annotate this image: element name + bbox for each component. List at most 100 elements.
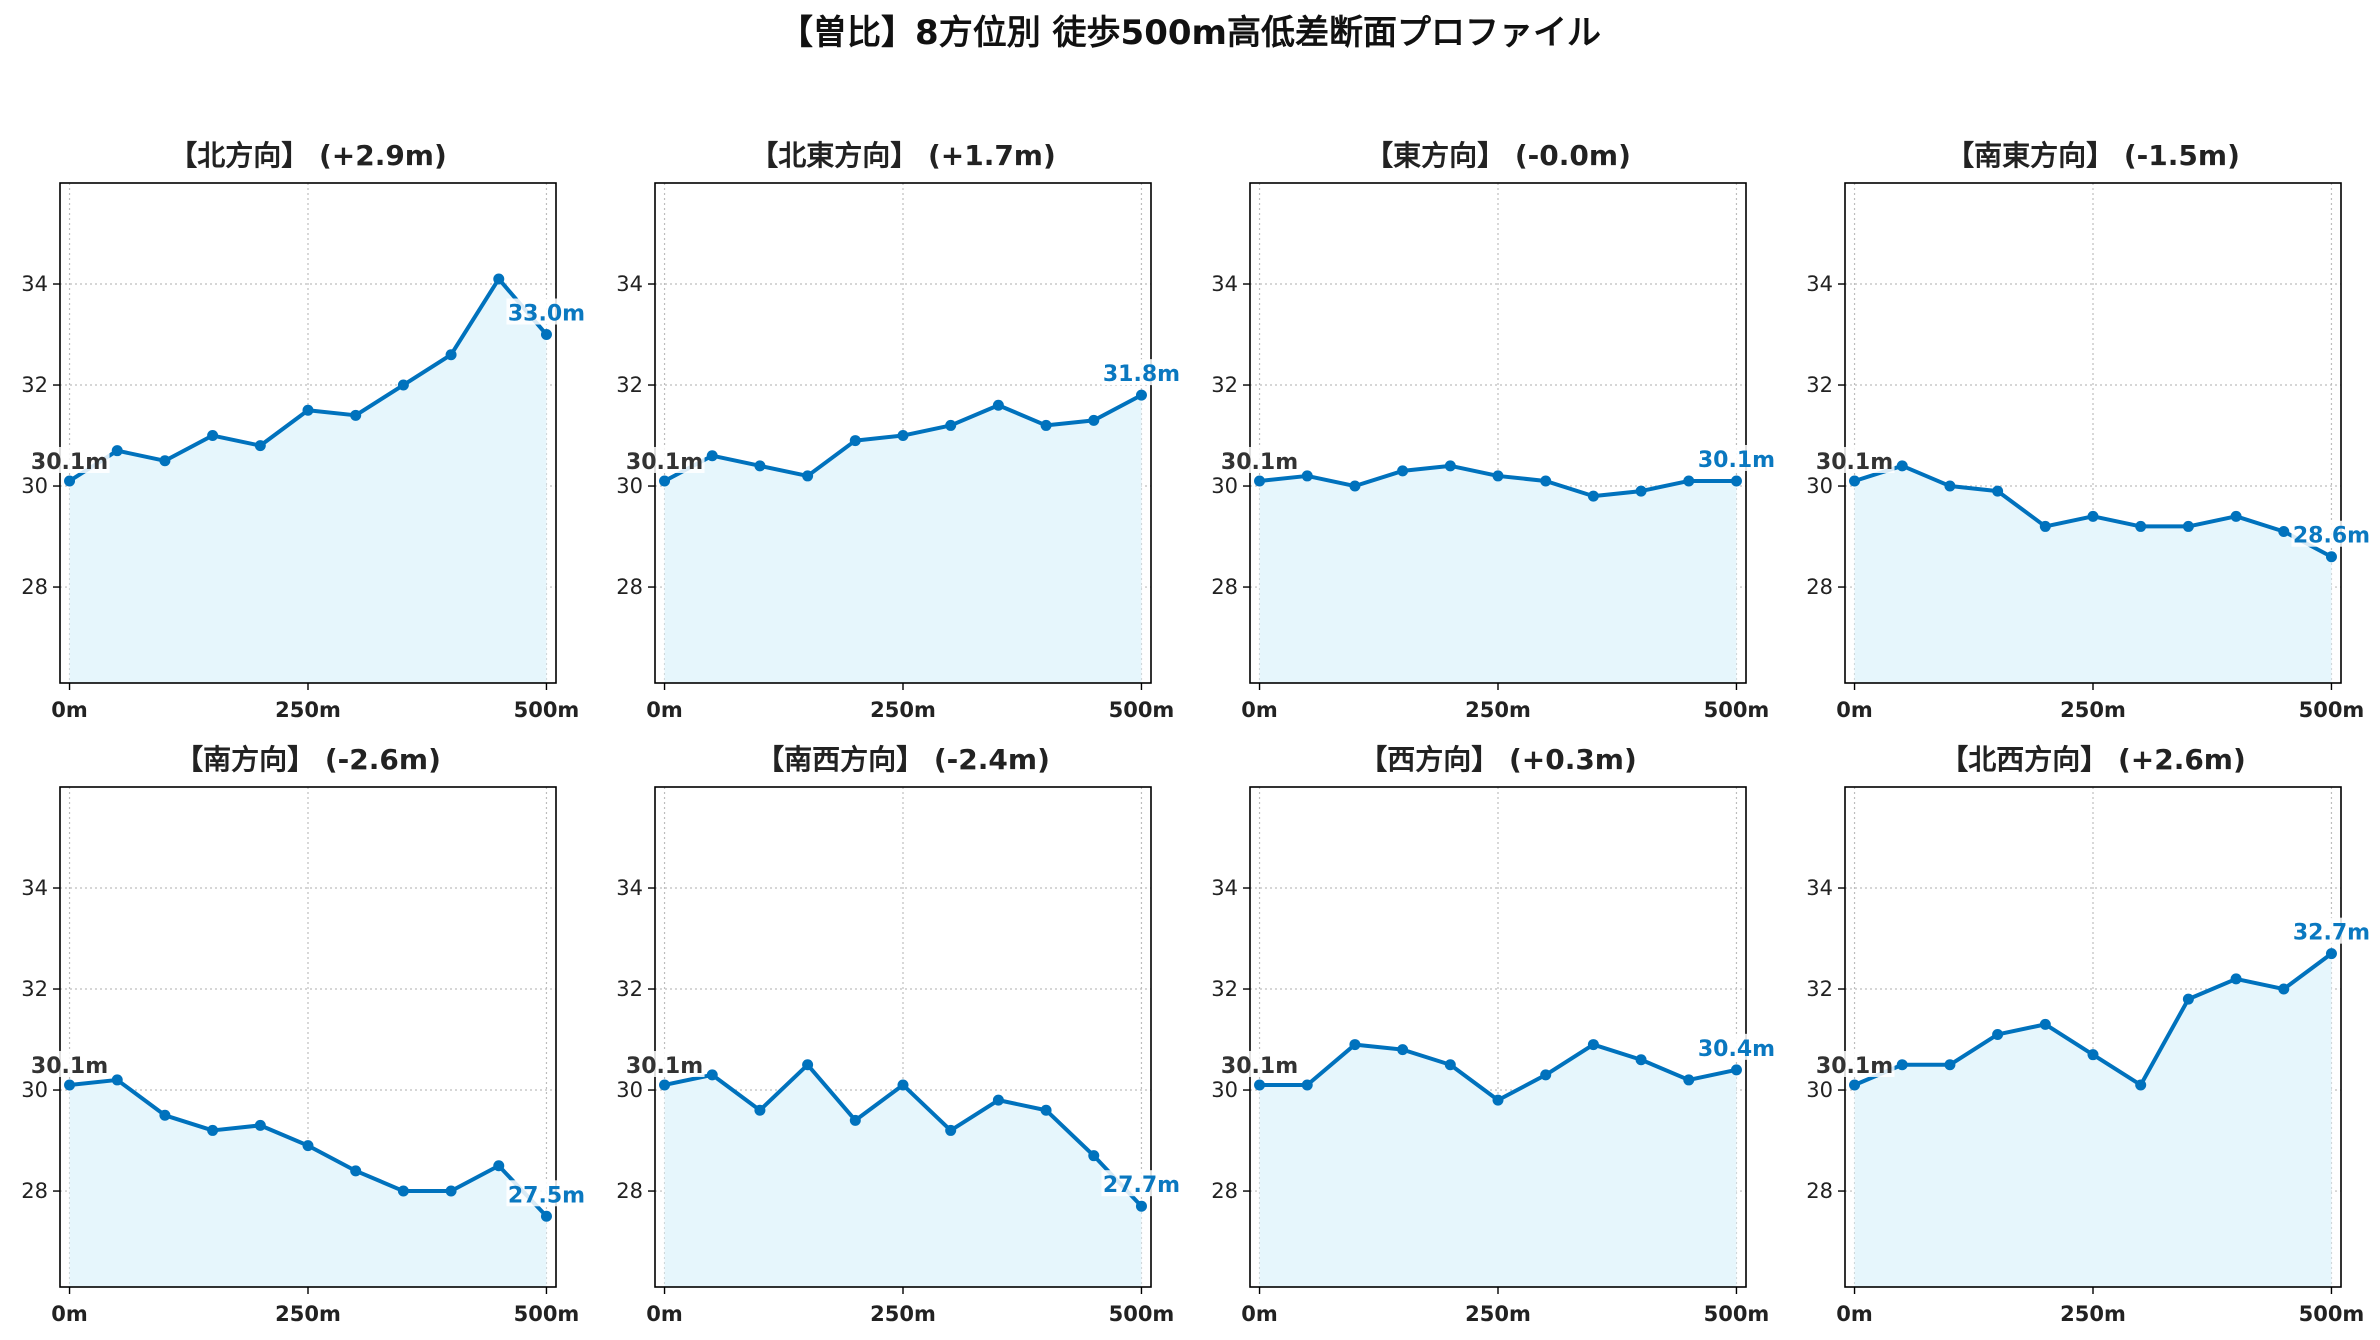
data-point [2325,948,2337,960]
start-label-bg [29,1050,110,1077]
data-point [159,1109,171,1121]
y-tick-label: 34 [21,876,48,900]
data-point [1040,1104,1052,1116]
data-point [2039,520,2051,532]
y-tick-label: 30 [1211,474,1238,498]
y-tick-label: 30 [1806,474,1833,498]
data-point [493,273,505,285]
y-tick-label: 30 [1806,1078,1833,1102]
chart-panel-1: 【北方向】 (+2.9m) 28 30 32 34 0m 250m 500m 30.1m 33.0… [21,139,587,722]
end-label-bg [2291,917,2372,944]
data-point [445,349,457,361]
data-point [493,1160,505,1172]
data-point [350,409,362,421]
data-point [397,1185,409,1197]
data-point [849,1114,861,1126]
data-point [945,1124,957,1136]
data-point [1492,470,1504,482]
y-tick-label: 28 [616,1179,643,1203]
y-tick-label: 28 [616,575,643,599]
chart-panel-5: 【南方向】 (-2.6m) 28 30 32 34 0m 250m 500m 30.1m 27.5… [21,743,587,1326]
area-fill [664,395,1142,683]
panel-title: 【南東方向】 (-1.5m) [1946,139,2240,172]
start-label-bg [624,1050,705,1077]
data-point [254,440,266,452]
y-tick-label: 32 [616,373,643,397]
panel-title: 【南方向】 (-2.6m) [175,743,441,776]
data-point [1587,490,1599,502]
x-tick-label: 250m [275,1302,341,1326]
end-label-bg [2291,520,2372,547]
data-point [754,460,766,472]
end-elevation-label: 30.1m [1698,448,1775,473]
data-point [445,1185,457,1197]
chart-panel-3: 【東方向】 (-0.0m) 28 30 32 34 0m 250m 500m 30.1m 30.1… [1211,139,1777,722]
start-elevation-label: 30.1m [626,450,703,475]
y-tick-label: 28 [1211,575,1238,599]
end-elevation-label: 27.5m [508,1183,585,1208]
y-tick-label: 32 [21,373,48,397]
data-point [945,419,957,431]
x-tick-label: 0m [1836,1302,1873,1326]
x-tick-label: 500m [2299,1302,2365,1326]
y-tick-label: 30 [21,474,48,498]
data-point [1992,485,2004,497]
y-tick-label: 28 [21,1179,48,1203]
data-point [159,455,171,467]
data-point [1635,485,1647,497]
x-tick-label: 500m [1109,1302,1175,1326]
end-elevation-label: 30.4m [1698,1037,1775,1062]
x-tick-label: 250m [870,698,936,722]
data-point [1540,1069,1552,1081]
y-tick-label: 34 [1211,876,1238,900]
data-point [254,1119,266,1131]
x-tick-label: 250m [1465,1302,1531,1326]
end-elevation-label: 33.0m [508,302,585,327]
y-tick-label: 32 [1806,373,1833,397]
data-point [1040,419,1052,431]
data-point [1992,1028,2004,1040]
data-point [2230,510,2242,522]
data-point [1635,1054,1647,1066]
data-point [1397,465,1409,477]
area-fill [1259,1044,1737,1287]
data-point [64,1079,76,1091]
chart-panel-6: 【南西方向】 (-2.4m) 28 30 32 34 0m 250m 500m 30.1m 27.… [616,743,1182,1326]
start-label-bg [624,446,705,473]
data-point [350,1165,362,1177]
data-point [1540,475,1552,487]
data-point [1730,475,1742,487]
data-point [1944,480,1956,492]
y-tick-label: 28 [1211,1179,1238,1203]
data-point [2278,983,2290,995]
x-tick-label: 0m [51,1302,88,1326]
chart-panel-2: 【北東方向】 (+1.7m) 28 30 32 34 0m 250m 500m 30.1m 31.… [616,139,1182,722]
x-tick-label: 250m [1465,698,1531,722]
y-tick-label: 28 [21,575,48,599]
data-point [64,475,76,487]
data-point [897,430,909,442]
y-tick-label: 28 [1806,575,1833,599]
end-label-bg [506,1180,587,1207]
y-tick-label: 34 [21,272,48,296]
data-point [849,435,861,447]
data-point [1849,1079,1861,1091]
data-point [207,1124,219,1136]
x-tick-label: 500m [1109,698,1175,722]
x-tick-label: 0m [646,698,683,722]
panel-title: 【東方向】 (-0.0m) [1365,139,1631,172]
x-tick-label: 250m [870,1302,936,1326]
x-tick-label: 500m [1704,698,1770,722]
end-label-bg [1101,359,1182,386]
data-point [302,1140,314,1152]
data-point [1254,475,1266,487]
y-tick-label: 32 [1211,977,1238,1001]
start-label-bg [1219,1050,1300,1077]
x-tick-label: 250m [2060,1302,2126,1326]
data-point [992,399,1004,411]
end-elevation-label: 28.6m [2293,524,2370,549]
data-point [2182,520,2194,532]
data-point [2182,993,2194,1005]
y-tick-label: 32 [21,977,48,1001]
